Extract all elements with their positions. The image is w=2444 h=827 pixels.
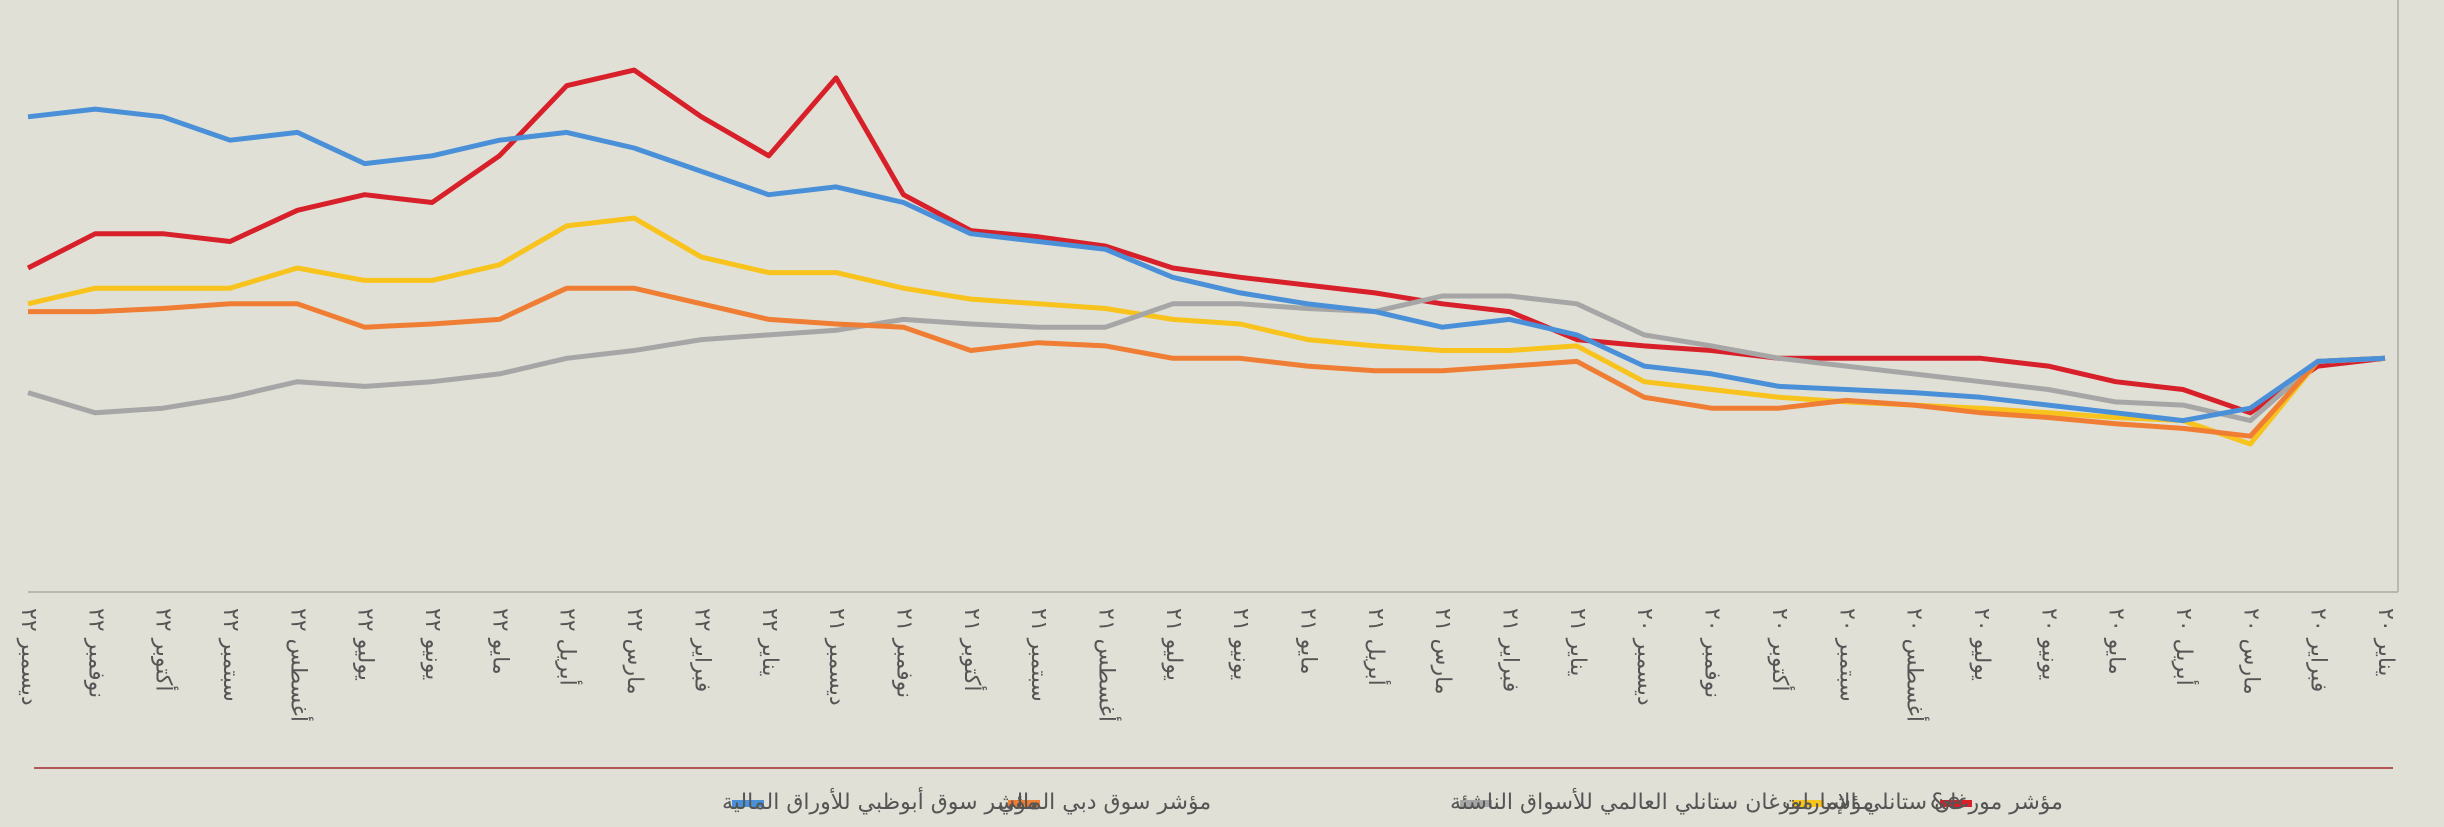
legend-swatch [1008,800,1040,807]
x-tick-label: فبراير ٢١ [1498,608,1523,692]
x-tick-label: أكتوبر ٢٢ [151,608,179,692]
x-tick-label: يونيو ٢١ [1228,608,1253,680]
x-tick-label: أكتوبر ٢١ [959,608,987,692]
x-tick-label: مارس ٢٢ [622,608,647,695]
legend-swatch [1940,800,1972,807]
legend-swatch [1460,800,1492,807]
x-tick-label: أبريل ٢٠ [2171,608,2199,686]
x-tick-label: ديسمبر ٢١ [824,608,849,706]
x-tick-label: أبريل ٢٢ [555,608,583,686]
x-tick-label: ديسمبر ٢٢ [16,608,41,706]
series-line [27,293,2386,424]
x-tick-label: مايو ٢١ [1296,608,1321,675]
x-tick-label: مايو ٢٠ [2104,608,2129,675]
x-tick-label: أغسطس ٢٠ [1902,608,1930,722]
x-tick-label: ديسمبر ٢٠ [1632,608,1657,706]
x-tick-label: سبتمبر ٢٠ [1834,608,1859,702]
x-tick-label: نوفمبر ٢٠ [1700,608,1725,698]
series-line [27,215,2386,447]
series-line [28,285,2386,439]
x-tick-label: يوليو ٢٠ [1969,608,1994,681]
legend-label: مؤشر مورغان ستانلي الإمارات [1782,790,2063,815]
x-tick-label: يناير ٢٠ [2373,608,2398,676]
legend-swatch [732,800,764,807]
x-tick-label: نوفمبر ٢٢ [83,608,108,698]
legend-swatch [1792,800,1824,807]
legend-label: e& [1930,790,1961,815]
x-tick-label: فبراير ٢٢ [689,608,714,692]
x-tick-label: يوليو ٢٢ [353,608,378,681]
x-tick-label: سبتمبر ٢١ [1026,608,1051,702]
x-tick-label: يوليو ٢١ [1161,608,1186,681]
x-tick-label: نوفمبر ٢١ [891,608,916,698]
x-tick-label: سبتمبر ٢٢ [218,608,243,702]
x-tick-label: فبراير ٢٠ [2306,608,2331,692]
x-tick-label: أغسطس ٢١ [1093,608,1121,722]
legend-label: مؤشر مورغان ستانلي العالمي للأسواق الناش… [1450,788,1874,815]
x-tick-label: يونيو ٢٢ [420,608,445,680]
x-tick-label: يناير ٢٢ [757,608,782,676]
x-tick-label: مارس ٢٠ [2238,608,2263,695]
x-tick-label: أكتوبر ٢٠ [1767,608,1795,692]
x-tick-label: أغسطس ٢٢ [285,608,313,722]
x-tick-label: يونيو ٢٠ [2036,608,2061,680]
x-tick-label: مارس ٢١ [1430,608,1455,695]
series-line [27,106,2386,424]
x-tick-label: أبريل ٢١ [1363,608,1391,686]
x-tick-label: يناير ٢١ [1565,608,1590,676]
legend-label: مؤشر سوق دبي المالي [998,790,1211,815]
series-line [26,67,2386,416]
x-tick-label: مايو ٢٢ [487,608,512,675]
legend-label: مؤشر سوق أبوظبي للأوراق المالية [722,787,1038,815]
